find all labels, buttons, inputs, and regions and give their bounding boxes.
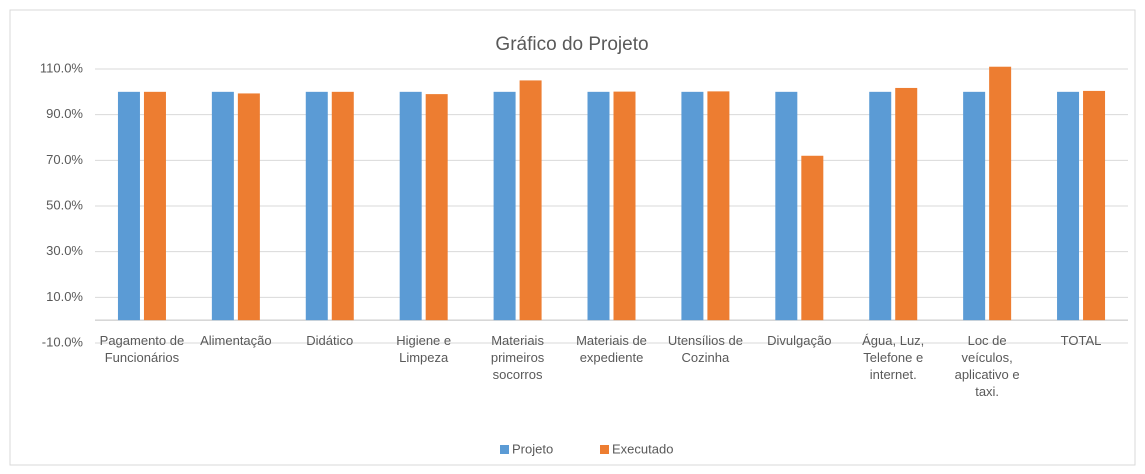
bar xyxy=(989,66,1012,321)
chart-title: Gráfico do Projeto xyxy=(495,34,648,55)
bar xyxy=(869,91,892,321)
x-tick-label: Materiais primeiros socorros xyxy=(490,333,545,383)
y-tick-label: 50.0% xyxy=(46,197,83,212)
legend-label: Projeto xyxy=(512,441,553,456)
bar xyxy=(895,87,918,321)
bar xyxy=(425,94,448,321)
y-tick-label: 90.0% xyxy=(46,106,83,121)
bar xyxy=(963,91,986,321)
x-tick-label: Divulgação xyxy=(767,333,832,349)
bar xyxy=(399,91,422,321)
x-tick-label: Loc de veículos, aplicativo e taxi. xyxy=(954,333,1020,400)
y-tick-label: 110.0% xyxy=(40,60,84,75)
bar xyxy=(587,91,610,321)
bar xyxy=(143,91,166,321)
x-tick-label: Didático xyxy=(306,333,354,349)
y-tick-label: 70.0% xyxy=(46,152,83,167)
y-tick-label: 30.0% xyxy=(46,243,83,258)
bar xyxy=(613,91,636,321)
bar xyxy=(801,155,824,321)
bar xyxy=(305,91,328,321)
legend-swatch xyxy=(600,445,609,454)
y-tick-label: 10.0% xyxy=(46,289,83,304)
y-tick-label: -10.0% xyxy=(42,334,84,349)
x-tick-label: Água, Luz, Telefone e internet. xyxy=(862,333,925,383)
bar xyxy=(331,91,354,321)
x-tick-label: Pagamento de Funcionários xyxy=(99,333,185,366)
bar xyxy=(211,91,234,321)
x-tick-label: Utensílios de Cozinha xyxy=(667,333,743,366)
bar xyxy=(117,91,140,321)
legend-label: Executado xyxy=(612,441,673,456)
bar xyxy=(681,91,704,321)
x-tick-label: Alimentação xyxy=(200,333,272,349)
bar xyxy=(493,91,516,321)
bar xyxy=(519,80,542,321)
bar xyxy=(237,93,260,321)
x-tick-label: Higiene e Limpeza xyxy=(396,333,452,366)
legend-swatch xyxy=(500,445,509,454)
x-tick-label: Materiais de expediente xyxy=(576,333,647,366)
bar xyxy=(1057,91,1080,321)
bar xyxy=(707,91,730,321)
bar xyxy=(775,91,798,321)
bar xyxy=(1083,90,1106,321)
x-tick-label: TOTAL xyxy=(1060,333,1102,349)
chart-border xyxy=(9,9,1136,466)
